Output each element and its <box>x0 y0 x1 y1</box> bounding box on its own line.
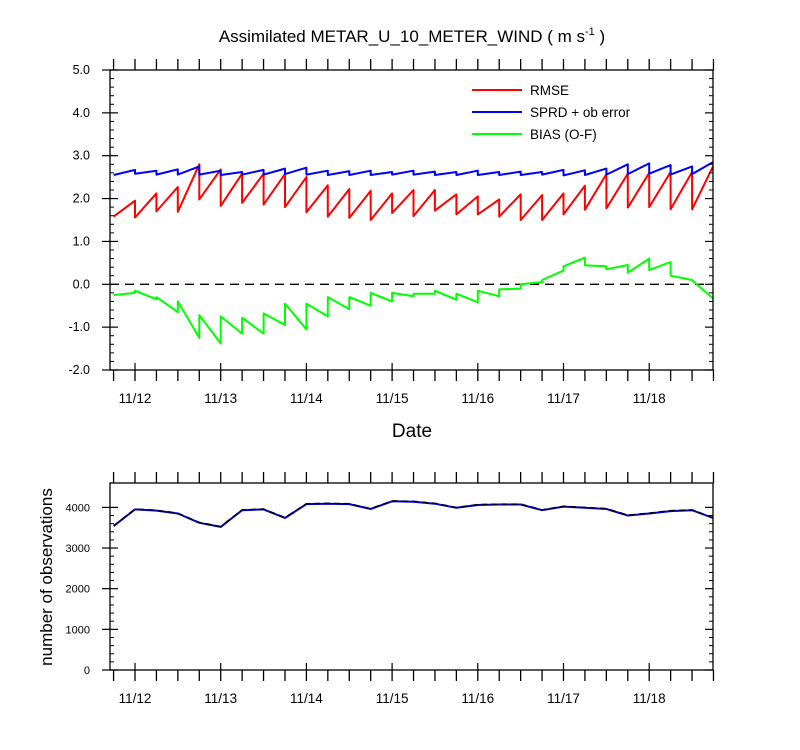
chart-title: Assimilated METAR_U_10_METER_WIND ( m s-… <box>219 26 605 46</box>
chart-title-text: Assimilated METAR_U_10_METER_WIND ( m s <box>219 27 585 46</box>
x-tick-label: 11/12 <box>119 391 152 406</box>
x-tick-label: 11/13 <box>204 691 237 706</box>
x-tick-label: 11/17 <box>547 691 580 706</box>
y-tick-label: 5.0 <box>73 63 90 77</box>
bottom-y-tick-labels: 4000 3000 2000 1000 0 <box>66 502 90 677</box>
top-series-group <box>113 161 714 345</box>
x-tick-label: 11/15 <box>376 391 409 406</box>
y-tick-label: -1.0 <box>68 320 90 334</box>
chart-title-superscript: -1 <box>585 26 595 38</box>
y-tick-label: 2000 <box>66 584 90 596</box>
y-tick-label: 0 <box>84 665 90 677</box>
bottom-plot-frame <box>109 482 714 671</box>
y-tick-label: 4.0 <box>73 106 90 120</box>
bottom-series-group <box>112 500 714 528</box>
y-tick-label: 0.0 <box>73 277 90 291</box>
x-axis-label: Date <box>392 421 432 442</box>
y-tick-label: -2.0 <box>68 363 90 377</box>
chart-title-close: ) <box>595 27 605 46</box>
top-plot-frame <box>109 69 714 371</box>
top-y-tick-labels: 5.0 4.0 3.0 2.0 1.0 0.0 -1.0 -2.0 <box>68 63 90 377</box>
x-tick-label: 11/18 <box>633 391 666 406</box>
series-line-sprd-ob-error <box>113 161 714 177</box>
y-tick-label: 2.0 <box>73 192 90 206</box>
legend-label: BIAS (O-F) <box>530 127 597 142</box>
bottom-x-tick-labels: 11/12 11/13 11/14 11/15 11/16 11/17 11/18 <box>119 691 666 706</box>
x-tick-label: 11/18 <box>633 691 666 706</box>
y-tick-label: 3.0 <box>73 149 90 163</box>
top-x-tick-labels: 11/12 11/13 11/14 11/15 11/16 11/17 11/18 <box>119 391 666 406</box>
x-tick-label: 11/13 <box>204 391 237 406</box>
legend-label: RMSE <box>530 83 569 98</box>
y-tick-label: 1000 <box>66 624 90 636</box>
x-tick-label: 11/12 <box>119 691 152 706</box>
top-ticks-group <box>102 59 715 381</box>
bottom-ticks-group <box>102 472 715 681</box>
y-tick-label: 3000 <box>66 543 90 555</box>
y-tick-label: 4000 <box>66 502 90 514</box>
x-tick-label: 11/14 <box>290 391 323 406</box>
y-tick-label: 1.0 <box>73 234 90 248</box>
legend-label: SPRD + ob error <box>530 105 631 120</box>
legend: RMSE SPRD + ob error BIAS (O-F) <box>472 83 631 142</box>
x-tick-label: 11/14 <box>290 691 323 706</box>
series-line-observations-possible <box>113 500 714 528</box>
x-tick-label: 11/16 <box>461 391 494 406</box>
top-panel: Assimilated METAR_U_10_METER_WIND ( m s-… <box>68 26 715 442</box>
x-tick-label: 11/15 <box>376 691 409 706</box>
x-tick-label: 11/16 <box>461 691 494 706</box>
series-line-bias-o-f <box>113 256 714 345</box>
y-axis-label-observations: number of observations <box>37 488 56 666</box>
x-tick-label: 11/17 <box>547 391 580 406</box>
